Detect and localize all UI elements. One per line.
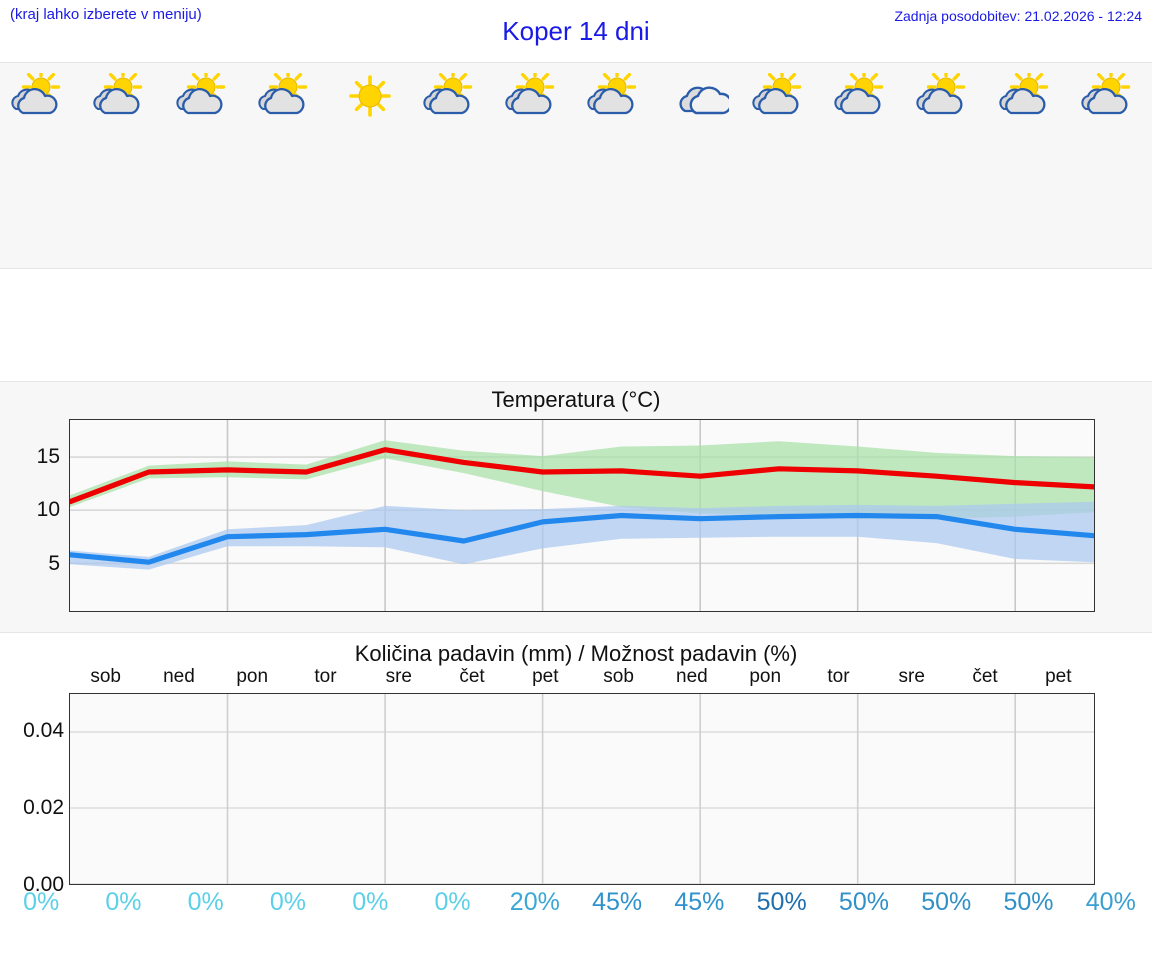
precipitation-probability-label: 50% [838,888,889,916]
precipitation-y-tick: 0.02 [23,796,64,820]
precipitation-probability-label: 0% [352,888,389,916]
partly-cloudy-icon [916,73,976,119]
precipitation-day-label: čet [459,666,485,687]
precipitation-day-label: pet [532,666,559,687]
precipitation-day-label: pet [1045,666,1072,687]
precipitation-probability-label: 40% [1085,888,1136,916]
precipitation-day-label: pon [749,666,782,687]
temperature-y-tick: 5 [48,551,60,575]
precipitation-day-label: sob [90,666,121,687]
day-column[interactable] [741,63,823,268]
last-updated-text: Zadnja posodobitev: 21.02.2026 - 12:24 [894,8,1142,24]
precipitation-chart-section: Količina padavin (mm) / Možnost padavin … [0,633,1152,953]
day-column[interactable] [0,63,82,268]
day-column[interactable] [823,63,905,268]
precipitation-day-labels: sob ned pon tor sre čet pet sob ned pon tor sre čet p… [69,666,1095,688]
cloudy-icon [669,73,730,119]
precipitation-chart-title: Količina padavin (mm) / Možnost padavin … [354,641,798,666]
menu-hint-text: (kraj lahko izberete v meniju) [10,6,202,23]
temperature-y-tick: 10 [36,498,60,522]
daily-forecast-strip [0,62,1152,269]
precipitation-day-label: tor [314,666,337,687]
day-column[interactable] [329,63,411,268]
partly-cloudy-icon [1081,73,1141,119]
precipitation-probability-label: 50% [756,888,807,916]
partly-cloudy-icon [834,73,894,119]
temperature-y-tick: 15 [36,444,60,468]
precipitation-y-tick: 0.04 [23,719,64,743]
precipitation-plot-svg [70,694,1094,885]
precipitation-day-label: ned [676,666,708,687]
temperature-plot-area [67,419,1097,612]
precipitation-day-label: tor [827,666,850,687]
day-column[interactable] [411,63,493,268]
precipitation-probability-label: 45% [674,888,725,916]
precipitation-probability-label: 0% [23,888,60,916]
day-column[interactable] [494,63,576,268]
precipitation-probability-label: 45% [592,888,643,916]
temperature-chart-title: Temperatura (°C) [491,387,661,412]
partly-cloudy-icon [93,73,153,119]
precipitation-plot-area [69,693,1095,885]
day-column[interactable] [1070,63,1152,268]
spacer [0,269,1152,381]
precipitation-day-label: sre [898,666,925,687]
precipitation-day-label: sob [603,666,634,687]
partly-cloudy-icon [505,73,565,119]
precipitation-probability-label: 0% [187,888,224,916]
precipitation-probability-row: 0% 0% 0% 0% 0% 0% 20% 45% 45% 50% 50% 50% 50% 40% [0,888,1152,917]
partly-cloudy-icon [587,73,647,119]
day-column[interactable] [247,63,329,268]
precipitation-day-label: sre [385,666,412,687]
precipitation-probability-label: 0% [434,888,471,916]
partly-cloudy-icon [11,73,71,119]
partly-cloudy-icon [998,73,1059,119]
precipitation-probability-label: 0% [269,888,307,916]
precipitation-probability-label: 50% [921,888,972,916]
partly-cloudy-icon [752,73,812,119]
precipitation-probability-label: 50% [1003,888,1054,916]
day-column[interactable] [905,63,987,268]
day-column[interactable] [987,63,1069,268]
sunny-icon [340,73,400,119]
partly-cloudy-icon [422,73,483,119]
page-title: Koper 14 dni [502,16,650,46]
day-column[interactable] [576,63,658,268]
partly-cloudy-icon [176,73,236,119]
temperature-plot-svg [67,420,1097,611]
page-header: (kraj lahko izberete v meniju) Koper 14 … [0,0,1152,62]
day-column[interactable] [82,63,164,268]
precipitation-y-tick: 0.00 [23,873,64,896]
precipitation-day-label: ned [163,666,195,687]
precipitation-probability-label: 0% [105,888,142,916]
partly-cloudy-icon [258,73,318,119]
precipitation-day-label: čet [972,666,998,687]
precipitation-probability-label: 20% [509,888,560,916]
day-column[interactable] [165,63,247,268]
precipitation-day-label: pon [236,666,269,687]
day-column[interactable] [658,63,740,268]
